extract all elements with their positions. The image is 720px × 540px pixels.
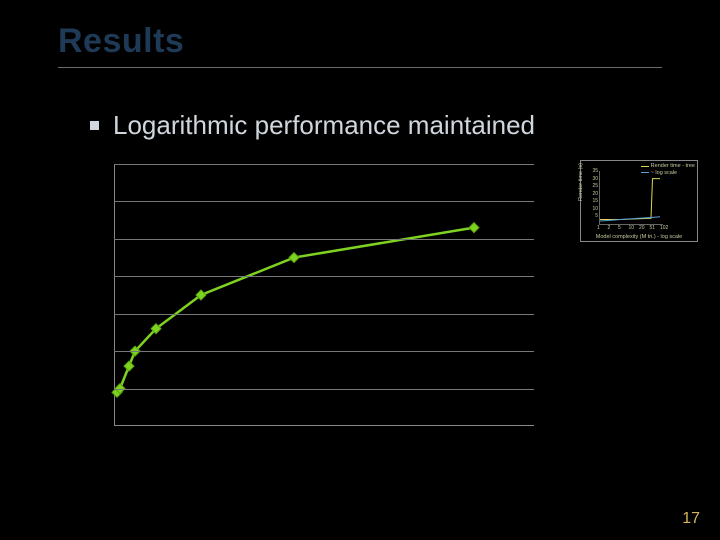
bullet-item: Logarithmic performance maintained — [90, 110, 535, 141]
y-axis-label: Time to render 1 image (s) — [47, 239, 62, 392]
y-tick: 5 — [102, 233, 114, 244]
y-tick: 2 — [102, 346, 114, 357]
x-axis-label: Model complexity : Millions of triangles — [204, 463, 426, 478]
inset-plot-region: 1251020511025101520253035 — [599, 171, 663, 225]
inset-series — [600, 171, 663, 224]
y-tick: 3 — [102, 308, 114, 319]
bullet-text: Logarithmic performance maintained — [113, 110, 535, 141]
plot-region: 01234567020406080100120140 — [114, 164, 534, 426]
x-tick: 60 — [288, 426, 299, 441]
line-series — [114, 164, 534, 426]
title-block: Results — [58, 22, 662, 68]
bullet-marker-icon — [90, 121, 99, 130]
x-tick: 20 — [168, 426, 179, 441]
y-tick: 4 — [102, 271, 114, 282]
x-tick: 100 — [406, 426, 423, 441]
x-tick: 40 — [228, 426, 239, 441]
main-chart: Time to render 1 image (s) 0123456702040… — [80, 160, 550, 470]
page-number: 17 — [682, 510, 700, 528]
y-tick: 1 — [102, 383, 114, 394]
x-tick: 0 — [111, 426, 117, 441]
inset-x-label: Model complexity (M tri.) - log scale — [596, 234, 683, 240]
inset-chart: Render time - tree ~ log scale Render ti… — [580, 160, 698, 242]
inset-y-label: Render time (s) — [578, 163, 584, 201]
title-underline — [58, 67, 662, 68]
x-tick: 120 — [466, 426, 483, 441]
legend-0: Render time - tree — [651, 163, 695, 170]
slide-title: Results — [58, 22, 662, 61]
y-tick: 7 — [102, 159, 114, 170]
y-tick: 6 — [102, 196, 114, 207]
x-tick: 140 — [526, 426, 543, 441]
slide: Results Logarithmic performance maintain… — [0, 0, 720, 540]
x-tick: 80 — [348, 426, 359, 441]
